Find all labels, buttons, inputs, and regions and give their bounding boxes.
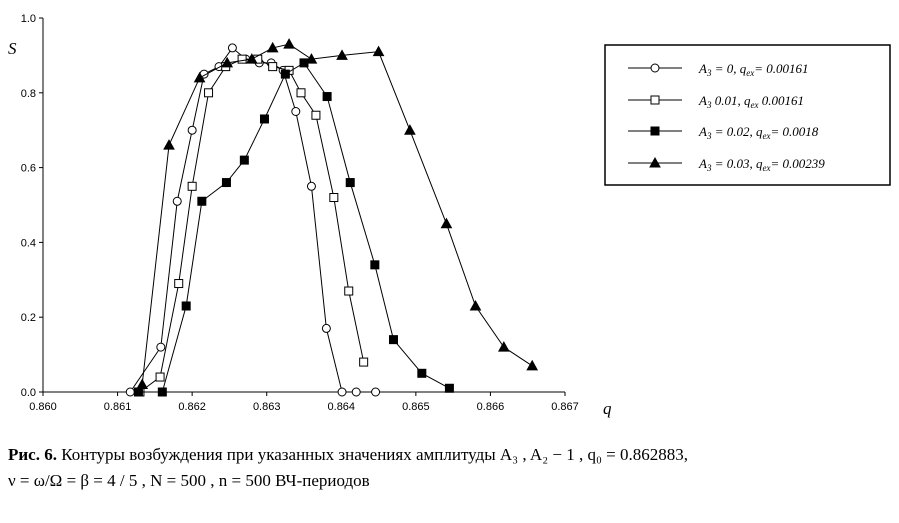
legend-label: A3 0.01, qex 0.00161	[698, 93, 804, 110]
data-point	[336, 49, 348, 60]
legend-marker	[650, 95, 660, 105]
y-tick-label: 0.6	[21, 163, 36, 175]
data-point	[469, 299, 482, 311]
legend-item: A3 = 0.02, qex= 0.0018	[628, 124, 819, 141]
data-point	[193, 71, 206, 83]
legend-label: A3 = 0, qex= 0.00161	[698, 61, 809, 78]
x-tick-label: 0.867	[551, 401, 579, 413]
legend-label: A3 = 0.03, qex= 0.00239	[698, 156, 825, 173]
x-tick-label: 0.866	[477, 401, 505, 413]
data-point	[221, 56, 234, 68]
data-point	[351, 387, 361, 397]
data-point	[259, 114, 269, 124]
data-point	[370, 260, 380, 270]
data-point	[239, 155, 249, 165]
series-layer	[125, 38, 539, 397]
data-point	[197, 196, 207, 206]
legend-marker	[650, 63, 660, 73]
data-point	[444, 383, 454, 393]
x-tick-label: 0.862	[178, 401, 206, 413]
data-point	[221, 178, 231, 188]
data-point	[133, 387, 143, 397]
excitation-contours-chart: 0.860 0.861 0.862 0.863 0.864 0.865 0.866 0.867…	[8, 13, 891, 418]
data-point	[321, 323, 331, 333]
legend-item: A3 0.01, qex 0.00161	[628, 93, 804, 110]
data-point	[245, 53, 258, 64]
y-tick-label: 0.2	[21, 312, 36, 324]
data-point	[280, 69, 290, 79]
data-point	[359, 357, 369, 367]
data-point	[311, 110, 321, 120]
data-point	[187, 125, 197, 135]
series-3	[133, 58, 454, 397]
legend-marker	[650, 126, 660, 136]
y-tick-label: 1.0	[21, 13, 36, 25]
figure-caption: Рис. 6. Контуры возбуждения при указанны…	[8, 442, 893, 494]
series-4	[136, 38, 539, 390]
data-point	[404, 124, 416, 135]
y-tick-label: 0.4	[21, 237, 36, 249]
data-point	[268, 62, 278, 72]
data-point	[125, 387, 135, 397]
data-point	[156, 342, 166, 352]
data-point	[345, 178, 355, 188]
legend-label: A3 = 0.02, qex= 0.0018	[698, 124, 819, 141]
data-point	[306, 181, 316, 191]
data-point	[181, 301, 191, 311]
caption-label: Рис. 6.	[8, 445, 57, 464]
data-point	[296, 88, 306, 98]
data-point	[322, 92, 332, 102]
data-point	[337, 387, 347, 397]
data-point	[305, 53, 318, 64]
x-tick-label: 0.861	[104, 401, 132, 413]
data-point	[174, 279, 184, 289]
legend: A3 = 0, qex= 0.00161 A3 0.01, qex 0.00161…	[604, 44, 891, 186]
data-point	[187, 181, 197, 191]
y-tick-label: 0.8	[21, 88, 36, 100]
data-point	[266, 41, 279, 53]
data-point	[344, 286, 354, 296]
data-point	[163, 139, 175, 150]
data-point	[136, 378, 149, 390]
data-point	[372, 45, 385, 57]
x-tick-label: 0.860	[29, 401, 57, 413]
series-line	[141, 43, 533, 385]
data-point	[417, 368, 427, 378]
data-point	[227, 43, 237, 53]
y-tick-label: 0.0	[21, 387, 36, 399]
data-point	[440, 217, 453, 229]
data-point	[172, 196, 182, 206]
x-tick-label: 0.863	[253, 401, 281, 413]
x-axis-label: q	[603, 399, 612, 418]
axes: 0.860 0.861 0.862 0.863 0.864 0.865 0.866 0.867…	[8, 13, 612, 418]
y-axis-label: S	[8, 39, 17, 58]
series-1	[125, 43, 381, 397]
data-point	[291, 107, 301, 116]
data-point	[388, 335, 398, 345]
data-point	[237, 54, 247, 64]
legend-item: A3 = 0.03, qex= 0.00239	[628, 156, 825, 173]
x-tick-label: 0.865	[402, 401, 430, 413]
x-tick-label: 0.864	[328, 401, 356, 413]
series-2	[135, 54, 369, 397]
data-point	[371, 387, 381, 397]
data-point	[204, 88, 214, 98]
data-point	[526, 359, 539, 371]
data-point	[157, 387, 167, 397]
data-point	[283, 38, 295, 49]
caption-line-2: ν = ω/Ω = β = 4 / 5 , N = 500 , n = 500 …	[8, 471, 370, 490]
caption-line-1: Контуры возбуждения при указанных значен…	[56, 445, 688, 464]
data-point	[498, 341, 510, 352]
data-point	[329, 193, 339, 203]
legend-marker	[649, 156, 661, 168]
data-point	[155, 372, 165, 382]
legend-item: A3 = 0, qex= 0.00161	[628, 61, 809, 78]
